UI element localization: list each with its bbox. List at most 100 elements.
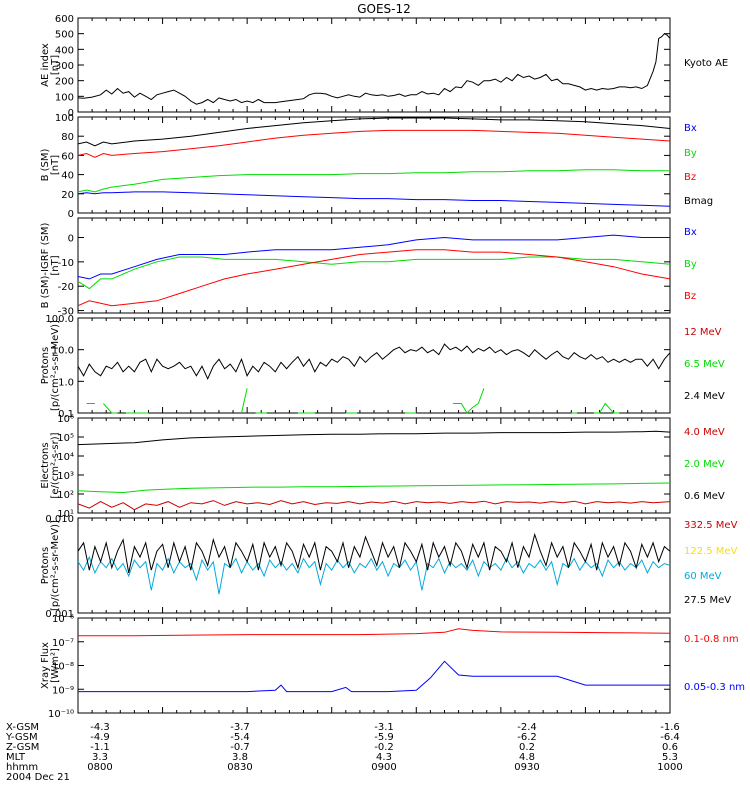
- series-line-27-5-mev: [77, 532, 671, 574]
- legend-label: 0.05-0.3 nm: [684, 682, 745, 693]
- series-line-2-0-mev: [77, 482, 671, 494]
- y-axis-label: [W/m²]: [50, 648, 61, 683]
- footer-value: 0900: [371, 762, 396, 773]
- legend-label: 27.5 MeV: [684, 595, 731, 606]
- y-tick-label: 10⁶: [57, 414, 74, 425]
- y-tick-label: 100: [55, 113, 74, 124]
- footer-value: -6.4: [660, 732, 680, 743]
- y-tick-label: 10⁻¹⁰: [48, 709, 74, 720]
- footer-value: 0.2: [519, 742, 535, 753]
- legend-label: Bx: [684, 227, 697, 238]
- y-tick-label: 0: [68, 108, 74, 119]
- footer-row-label: hhmm: [6, 762, 38, 773]
- y-tick-label: 10⁵: [57, 433, 74, 444]
- footer-value: 5.3: [662, 752, 678, 763]
- y-tick-label: 10⁻⁸: [52, 662, 74, 673]
- footer-row-label: MLT: [6, 752, 26, 763]
- y-axis-label: [nT]: [50, 255, 61, 275]
- y-tick-label: 100: [55, 92, 74, 103]
- y-tick-label: 500: [55, 30, 74, 41]
- footer-value: -6.2: [517, 732, 537, 743]
- y-tick-label: 0.1: [58, 409, 74, 420]
- footer-value: -0.2: [374, 742, 394, 753]
- series-line-6-5-mev: [241, 388, 248, 414]
- y-tick-label: 0: [68, 209, 74, 220]
- legend-label: 0.1-0.8 nm: [684, 634, 739, 645]
- y-axis-label: [nT]: [50, 55, 61, 75]
- y-axis-label: [p/(cm²-s-sr-MeV)]: [50, 520, 61, 611]
- footer-date: 2004 Dec 21: [6, 772, 70, 783]
- y-axis-label: [p/(cm²-s-sr-MeV)]: [50, 320, 61, 411]
- y-tick-label: 400: [55, 45, 74, 56]
- y-tick-label: 300: [55, 61, 74, 72]
- footer-value: 3.3: [92, 752, 108, 763]
- footer-value: 4.8: [519, 752, 535, 763]
- y-axis-label: Protons: [40, 547, 51, 584]
- y-tick-label: 10⁻⁶: [52, 614, 74, 625]
- series-line-6-5-mev: [593, 402, 620, 414]
- panel-1: 0 100 200 300 400 500 600 AE index [nT] Kyoto AE: [40, 14, 728, 119]
- y-tick-label: 10⁴: [57, 452, 74, 463]
- series-line-0-05-0-3-nm: [78, 660, 670, 693]
- series-line-kyoto-ae: [77, 33, 671, 105]
- footer-value: 0830: [227, 762, 252, 773]
- panel-frame: [77, 317, 671, 414]
- legend-label: Bz: [684, 172, 696, 183]
- legend-label: 122.5 MeV: [684, 546, 738, 557]
- series-line-bz: [77, 249, 671, 307]
- y-axis-label: B (SM): [40, 148, 51, 181]
- y-tick-label: 0.010: [45, 514, 74, 525]
- legend-label: 12 MeV: [684, 327, 722, 338]
- series-line-bz: [77, 129, 671, 158]
- footer-value: -3.7: [230, 722, 250, 733]
- y-axis-label: Electrons: [40, 442, 51, 488]
- y-tick-label: -30: [58, 307, 74, 318]
- legend-label: Kyoto AE: [684, 58, 728, 69]
- footer-value: -1.1: [90, 742, 110, 753]
- footer-value: -4.3: [90, 722, 110, 733]
- y-axis-label: Xray Flux: [40, 642, 51, 689]
- panel-2: 0 20 40 60 80 100 B (SM) [nT] Bx By Bz Bmag: [40, 113, 713, 220]
- panel-5: 10¹ 10² 10³ 10⁴ 10⁵ 10⁶ Electrons [e/(cm²-s-sr)…: [40, 414, 725, 520]
- footer-value: 1000: [657, 762, 682, 773]
- panel-6: 0.001 0.010 Protons [p/(cm²-s-sr-MeV)] 332.5…: [40, 514, 738, 620]
- legend-label: 2.0 MeV: [684, 459, 725, 470]
- series-line-6-5-mev: [452, 388, 485, 414]
- footer-value: -5.9: [374, 732, 394, 743]
- series-line-0-6-mev: [77, 430, 671, 446]
- footer-value: -5.4: [230, 732, 250, 743]
- panel-frame: [77, 217, 671, 314]
- y-tick-label: 100.0: [45, 314, 74, 325]
- panel-frame: [77, 517, 671, 614]
- y-tick-label: -10: [58, 258, 74, 269]
- footer-row-label: X-GSM: [6, 722, 39, 733]
- series-line-2-4-mev: [77, 343, 671, 381]
- y-tick-label: 80: [61, 132, 74, 143]
- y-tick-label: 10⁻⁷: [52, 638, 74, 649]
- footer-value: -0.7: [230, 742, 250, 753]
- series-line-by: [77, 169, 670, 193]
- series-line-60-mev: [77, 555, 671, 595]
- footer-value: 3.8: [232, 752, 248, 763]
- footer: X-GSM -4.3 -3.7 -3.1 -2.4 -1.6 Y-GSM -4.9 -5.4 -5…: [5, 722, 683, 783]
- y-tick-label: 10³: [57, 471, 74, 482]
- series-line-0-1-0-8-nm: [78, 628, 671, 637]
- y-axis-label: [e/(cm²-s-sr)]: [50, 432, 61, 498]
- y-tick-label: 1.0: [58, 377, 74, 388]
- panel-7: 10⁻¹⁰ 10⁻⁹ 10⁻⁸ 10⁻⁷ 10⁻⁶ Xray Flux [W/m²] 0.1-…: [40, 614, 745, 720]
- figure-title: GOES-12: [357, 2, 411, 16]
- y-tick-label: 10²: [57, 490, 74, 501]
- legend-label: By: [684, 259, 697, 270]
- series-line-6-5-mev: [103, 403, 118, 414]
- y-axis-label: AE index: [40, 43, 51, 87]
- legend-label: 6.5 MeV: [684, 359, 725, 370]
- legend-label: By: [684, 148, 697, 159]
- footer-value: 0930: [514, 762, 539, 773]
- footer-value: -2.4: [517, 722, 537, 733]
- y-axis-label: B (SM)-IGRF (SM): [40, 223, 51, 309]
- legend-label: 2.4 MeV: [684, 391, 725, 402]
- panel-3: -30 -20 -10 0 B (SM)-IGRF (SM) [nT] Bx By Bz: [40, 217, 697, 318]
- y-axis-label: Protons: [40, 347, 51, 384]
